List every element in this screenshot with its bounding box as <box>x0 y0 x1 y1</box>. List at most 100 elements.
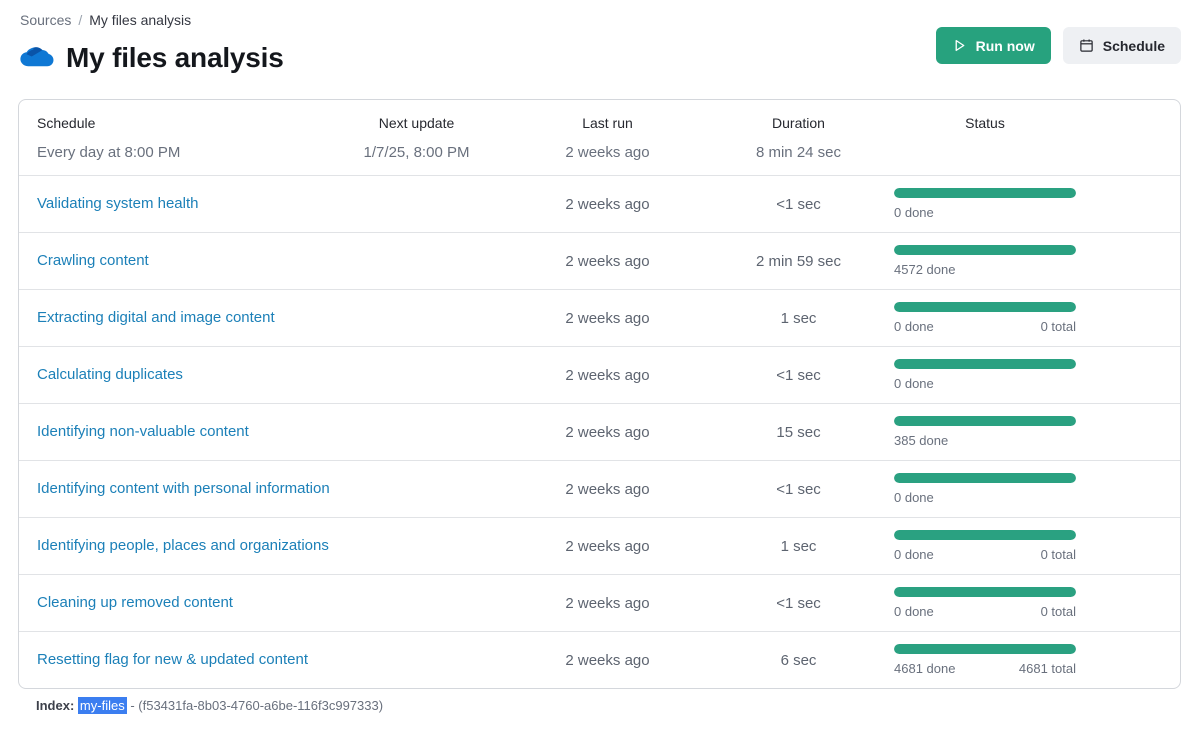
table-row: Identifying non-valuable content 2 weeks… <box>19 403 1180 460</box>
task-duration: 1 sec <box>780 537 817 555</box>
done-count: 0 done <box>894 319 934 334</box>
progress-bar-fill <box>894 359 1076 369</box>
table-header: Schedule Next update Last run Duration S… <box>19 100 1180 175</box>
task-duration: <1 sec <box>776 480 821 498</box>
task-last-run: 2 weeks ago <box>565 423 650 441</box>
total-count: 0 total <box>1040 547 1076 562</box>
breadcrumb-sources-link[interactable]: Sources <box>20 12 72 28</box>
breadcrumb-separator: / <box>78 12 83 28</box>
jobs-table: Schedule Next update Last run Duration S… <box>18 99 1181 689</box>
progress-bar-fill <box>894 188 1076 198</box>
table-row: Calculating duplicates 2 weeks ago <1 se… <box>19 346 1180 403</box>
task-name-link[interactable]: Validating system health <box>37 195 199 212</box>
task-status: 0 done 0 total <box>894 302 1076 334</box>
progress-bar <box>894 416 1076 426</box>
task-status: 0 done <box>894 188 1076 220</box>
task-last-run: 2 weeks ago <box>565 309 650 327</box>
task-name-link[interactable]: Calculating duplicates <box>37 366 183 383</box>
done-count: 4572 done <box>894 262 956 277</box>
task-last-run: 2 weeks ago <box>565 651 650 669</box>
task-status: 4681 done 4681 total <box>894 644 1076 676</box>
progress-bar <box>894 188 1076 198</box>
table-row: Crawling content 2 weeks ago 2 min 59 se… <box>19 232 1180 289</box>
schedule-label: Schedule <box>1102 37 1165 54</box>
column-header-schedule: Schedule <box>37 115 96 131</box>
task-duration: 15 sec <box>776 423 821 441</box>
progress-bar <box>894 359 1076 369</box>
task-name-link[interactable]: Resetting flag for new & updated content <box>37 651 309 668</box>
column-headers: Schedule Next update Last run Duration S… <box>19 115 1180 131</box>
calendar-icon <box>1079 38 1094 53</box>
task-status: 0 done <box>894 359 1076 391</box>
task-name-link[interactable]: Identifying content with personal inform… <box>37 480 330 497</box>
progress-bar <box>894 473 1076 483</box>
summary-duration: 8 min 24 sec <box>755 144 842 161</box>
task-name-link[interactable]: Crawling content <box>37 252 149 269</box>
task-duration: <1 sec <box>776 366 821 384</box>
table-row: Cleaning up removed content 2 weeks ago … <box>19 574 1180 631</box>
index-footer: Index: my-files - (f53431fa-8b03-4760-a6… <box>18 697 1181 714</box>
summary-next-update: 1/7/25, 8:00 PM <box>363 144 470 161</box>
task-status: 0 done 0 total <box>894 587 1076 619</box>
progress-bar-fill <box>894 473 1076 483</box>
progress-bar <box>894 302 1076 312</box>
table-row: Identifying content with personal inform… <box>19 460 1180 517</box>
onedrive-cloud-icon <box>20 46 54 70</box>
task-status: 0 done 0 total <box>894 530 1076 562</box>
done-count: 0 done <box>894 376 934 391</box>
task-duration: <1 sec <box>776 195 821 213</box>
task-name-link[interactable]: Identifying people, places and organizat… <box>37 537 329 554</box>
column-header-duration: Duration <box>772 115 825 131</box>
done-count: 0 done <box>894 490 934 505</box>
progress-bar-fill <box>894 644 1076 654</box>
task-duration: 6 sec <box>780 651 817 669</box>
task-last-run: 2 weeks ago <box>565 480 650 498</box>
task-rows: Validating system health 2 weeks ago <1 … <box>19 175 1180 688</box>
done-count: 0 done <box>894 604 934 619</box>
task-name-link[interactable]: Extracting digital and image content <box>37 309 275 326</box>
task-duration: 1 sec <box>780 309 817 327</box>
index-uuid: - (f53431fa-8b03-4760-a6be-116f3c997333) <box>130 698 384 713</box>
task-last-run: 2 weeks ago <box>565 366 650 384</box>
play-icon <box>952 38 967 53</box>
column-header-status: Status <box>965 115 1005 131</box>
page-title: My files analysis <box>66 42 284 73</box>
header-actions: Run now Schedule <box>935 27 1181 64</box>
task-status: 4572 done <box>894 245 1076 277</box>
progress-bar-fill <box>894 245 1076 255</box>
progress-bar <box>894 644 1076 654</box>
task-status: 0 done <box>894 473 1076 505</box>
schedule-button[interactable]: Schedule <box>1062 27 1181 64</box>
page-header: Sources / My files analysis My files ana… <box>0 0 1199 74</box>
task-last-run: 2 weeks ago <box>565 195 650 213</box>
total-count: 4681 total <box>1018 661 1076 676</box>
breadcrumb: Sources / My files analysis <box>18 12 1181 28</box>
task-last-run: 2 weeks ago <box>565 252 650 270</box>
summary-row: Every day at 8:00 PM 1/7/25, 8:00 PM 2 w… <box>19 144 1180 161</box>
total-count: 0 total <box>1040 319 1076 334</box>
column-header-next-update: Next update <box>378 115 455 131</box>
table-row: Identifying people, places and organizat… <box>19 517 1180 574</box>
progress-bar <box>894 587 1076 597</box>
task-name-link[interactable]: Cleaning up removed content <box>37 594 233 611</box>
progress-bar <box>894 530 1076 540</box>
run-now-label: Run now <box>975 37 1035 54</box>
progress-bar-fill <box>894 530 1076 540</box>
done-count: 4681 done <box>894 661 956 676</box>
done-count: 0 done <box>894 205 934 220</box>
breadcrumb-current: My files analysis <box>89 12 192 28</box>
task-last-run: 2 weeks ago <box>565 594 650 612</box>
index-name-selected: my-files <box>77 697 127 714</box>
task-last-run: 2 weeks ago <box>565 537 650 555</box>
table-row: Validating system health 2 weeks ago <1 … <box>19 175 1180 232</box>
task-duration: 2 min 59 sec <box>755 252 842 270</box>
progress-bar-fill <box>894 302 1076 312</box>
progress-bar-fill <box>894 587 1076 597</box>
task-status: 385 done <box>894 416 1076 448</box>
progress-bar-fill <box>894 416 1076 426</box>
summary-schedule: Every day at 8:00 PM <box>37 144 181 161</box>
task-name-link[interactable]: Identifying non-valuable content <box>37 423 249 440</box>
summary-last-run: 2 weeks ago <box>565 144 650 161</box>
run-now-button[interactable]: Run now <box>935 27 1051 64</box>
task-duration: <1 sec <box>776 594 821 612</box>
